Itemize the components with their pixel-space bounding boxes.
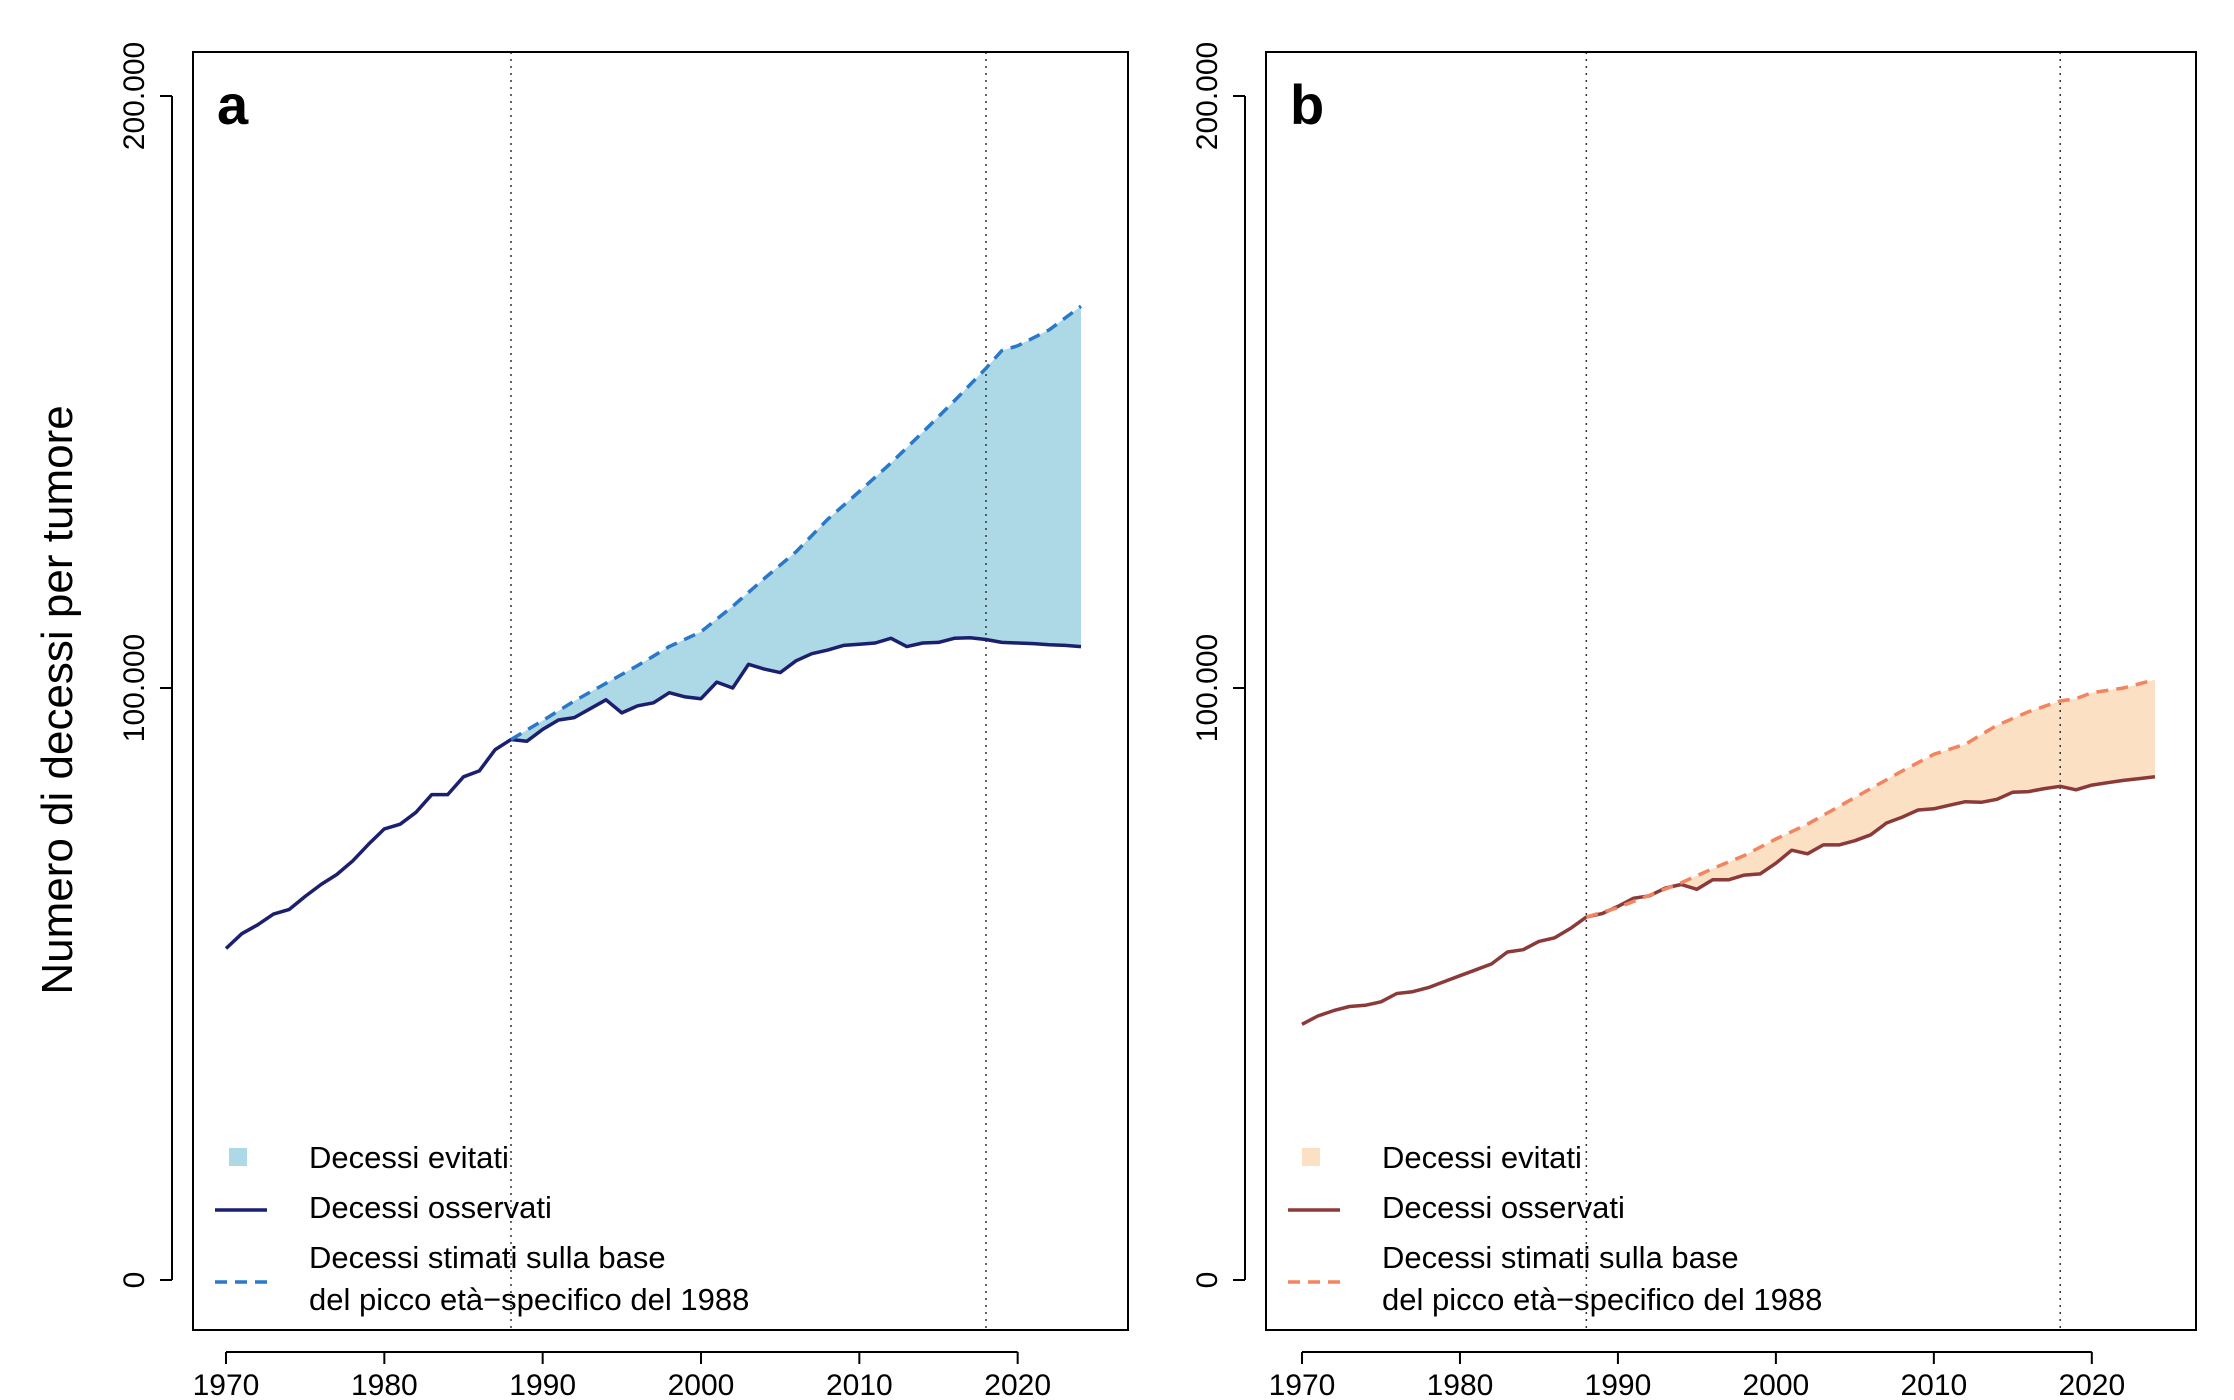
plot-frame xyxy=(192,51,1129,1331)
x-tick-label-2000: 2000 xyxy=(1743,1369,1810,1400)
series-observed-line xyxy=(1301,775,2156,1026)
legend-item-2: Decessi stimati sulla base xyxy=(1382,1240,1739,1275)
legend-swatch-avoided xyxy=(1302,1148,1320,1166)
panel-letter: a xyxy=(217,73,249,136)
x-tick-label-2010: 2010 xyxy=(1900,1369,1967,1400)
y-tick-label-100000: 100.000 xyxy=(118,634,151,742)
chart-panel-b: b 1970 1980 1990 2000 2010 2020 0 100.000 200.000… xyxy=(1191,42,2197,1400)
x-tick-label-2010: 2010 xyxy=(826,1369,893,1400)
legend-item-3: del picco età−specifico del 1988 xyxy=(309,1282,749,1317)
x-tick-label-1980: 1980 xyxy=(351,1369,418,1400)
y-tick-label-200000: 200.000 xyxy=(118,42,151,150)
legend-item-0: Decessi evitati xyxy=(309,1140,509,1175)
plot-frame xyxy=(1265,51,2197,1331)
x-tick-label-1970: 1970 xyxy=(1269,1369,1336,1400)
panel-letter: b xyxy=(1290,73,1324,136)
legend-item-3: del picco età−specifico del 1988 xyxy=(1382,1282,1822,1317)
series-estimated-line xyxy=(510,304,1083,742)
x-tick-label-2020: 2020 xyxy=(984,1369,1051,1400)
series-estimated-line xyxy=(1585,678,2156,919)
y-tick-label-0: 0 xyxy=(118,1272,151,1289)
y-tick-label-100000: 100.000 xyxy=(1191,634,1224,742)
legend-item-1: Decessi osservati xyxy=(309,1190,552,1225)
x-tick-label-1970: 1970 xyxy=(193,1369,260,1400)
legend-item-0: Decessi evitati xyxy=(1382,1140,1582,1175)
legend-item-1: Decessi osservati xyxy=(1382,1190,1625,1225)
chart-panel-a: a 1970 1980 1990 2000 2010 2020 0 100.000 200.000… xyxy=(118,42,1129,1400)
x-tick-label-1990: 1990 xyxy=(1585,1369,1652,1400)
legend: Decessi evitati Decessi osservati Decessi … xyxy=(215,1140,749,1317)
avoided-deaths-area xyxy=(1586,679,2155,918)
x-tick-label-1980: 1980 xyxy=(1427,1369,1494,1400)
avoided-deaths-area xyxy=(511,306,1081,742)
legend: Decessi evitati Decessi osservati Decessi … xyxy=(1288,1140,1822,1317)
legend-item-2: Decessi stimati sulla base xyxy=(309,1240,666,1275)
x-tick-label-1990: 1990 xyxy=(509,1369,576,1400)
y-tick-label-200000: 200.000 xyxy=(1191,42,1224,150)
x-tick-label-2000: 2000 xyxy=(668,1369,735,1400)
legend-swatch-avoided xyxy=(229,1148,247,1166)
x-tick-label-2020: 2020 xyxy=(2058,1369,2125,1400)
y-axis-label: Numero di decessi per tumore xyxy=(33,405,82,994)
y-tick-label-0: 0 xyxy=(1191,1272,1224,1289)
